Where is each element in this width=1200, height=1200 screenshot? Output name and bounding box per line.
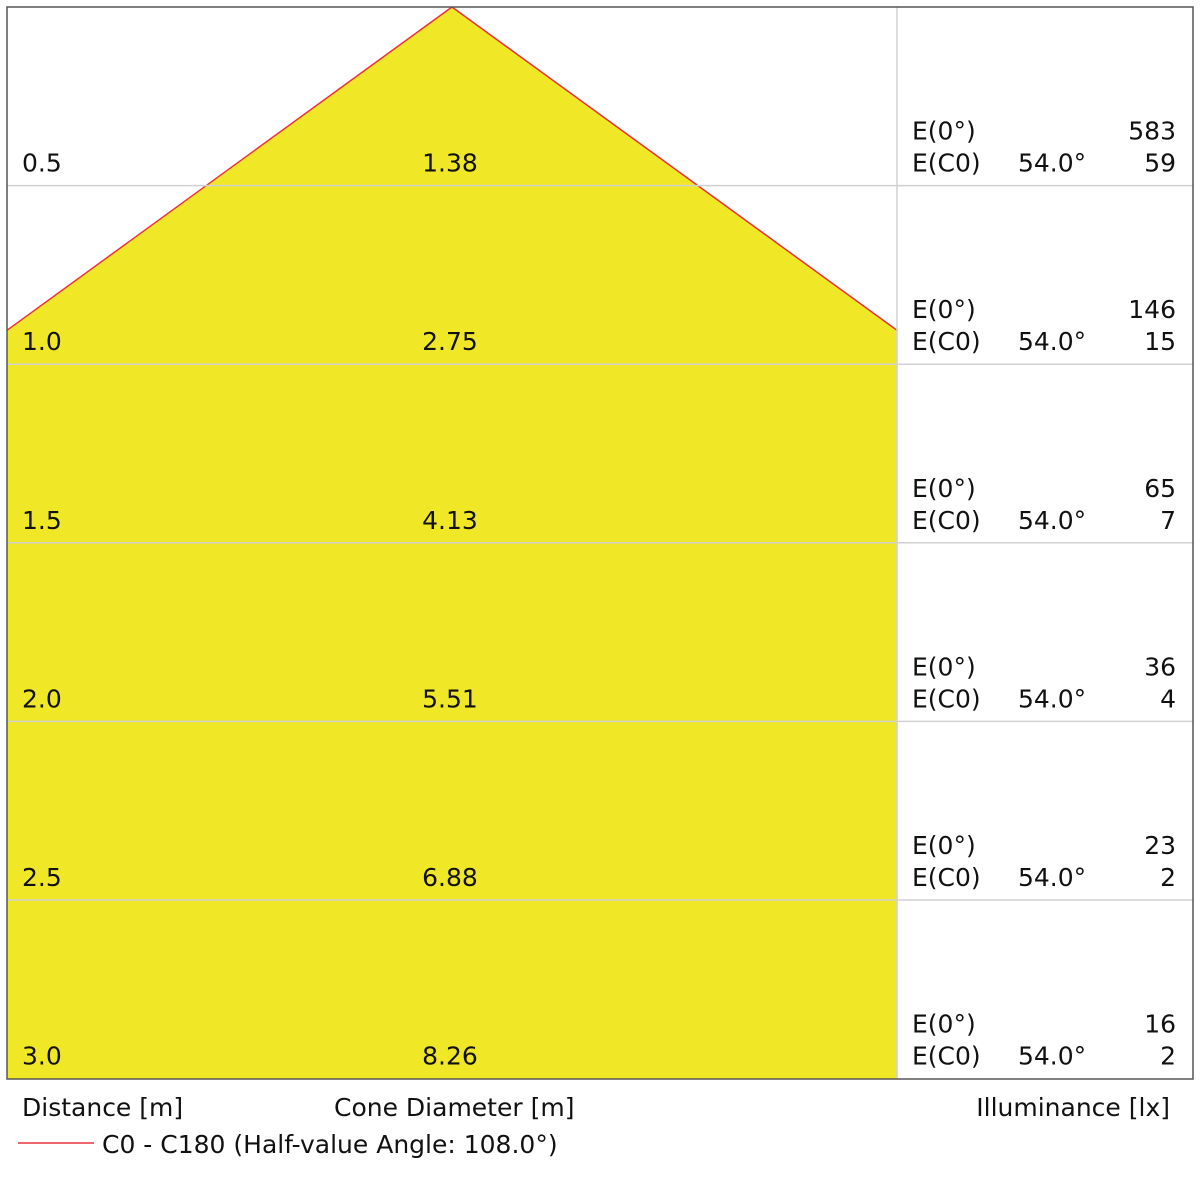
e0-value: 146	[1128, 295, 1176, 324]
e0-value: 16	[1144, 1010, 1176, 1039]
cone-diameter-label: 4.13	[422, 506, 478, 535]
cone-diameter-label: 6.88	[422, 863, 478, 892]
distance-label: 3.0	[22, 1042, 62, 1071]
ec0-value: 7	[1160, 506, 1176, 535]
diagram-frame	[6, 6, 1194, 1080]
ec0-angle: 54.0°	[1018, 149, 1086, 178]
ec0-label: E(C0)	[912, 506, 981, 535]
ec0-angle: 54.0°	[1018, 863, 1086, 892]
ec0-label: E(C0)	[912, 1042, 981, 1071]
distance-label: 2.0	[22, 684, 62, 713]
e0-value: 65	[1144, 474, 1176, 503]
grid-layer	[7, 7, 1193, 1079]
e0-label: E(0°)	[912, 1010, 976, 1039]
e0-value: 36	[1144, 652, 1176, 681]
cone-edge-right	[451, 6, 898, 331]
distance-axis-label: Distance [m]	[22, 1093, 183, 1122]
e0-label: E(0°)	[912, 295, 976, 324]
cone-row: 2.5 6.88 E(0°) 23 E(C0) 54.0° 2	[22, 831, 1176, 892]
cone-diameter-label: 2.75	[422, 327, 478, 356]
cone-diameter-label: 1.38	[422, 149, 478, 178]
cone-row: 0.5 1.38 E(0°) 583 E(C0) 54.0° 59	[22, 117, 1176, 178]
ec0-angle: 54.0°	[1018, 1042, 1086, 1071]
e0-label: E(0°)	[912, 474, 976, 503]
ec0-value: 2	[1160, 1042, 1176, 1071]
e0-label: E(0°)	[912, 117, 976, 146]
distance-label: 2.5	[22, 863, 62, 892]
ec0-value: 15	[1144, 327, 1176, 356]
distance-label: 0.5	[22, 149, 62, 178]
distance-label: 1.0	[22, 327, 62, 356]
e0-label: E(0°)	[912, 831, 976, 860]
cone-row: 1.5 4.13 E(0°) 65 E(C0) 54.0° 7	[22, 474, 1176, 535]
cone-edge-left	[6, 6, 453, 331]
cone-row: 1.0 2.75 E(0°) 146 E(C0) 54.0° 15	[22, 295, 1176, 356]
distance-label: 1.5	[22, 506, 62, 535]
ec0-value: 4	[1160, 684, 1176, 713]
cone-row: 2.0 5.51 E(0°) 36 E(C0) 54.0° 4	[22, 652, 1176, 713]
e0-value: 23	[1144, 831, 1176, 860]
ec0-value: 59	[1144, 149, 1176, 178]
e0-label: E(0°)	[912, 652, 976, 681]
cone-diameter-label: 5.51	[422, 684, 478, 713]
cone-diameter-label: 8.26	[422, 1042, 478, 1071]
ec0-label: E(C0)	[912, 684, 981, 713]
ec0-angle: 54.0°	[1018, 327, 1086, 356]
ec0-angle: 54.0°	[1018, 506, 1086, 535]
legend-label: C0 - C180 (Half-value Angle: 108.0°)	[102, 1130, 558, 1159]
ec0-label: E(C0)	[912, 863, 981, 892]
ec0-value: 2	[1160, 863, 1176, 892]
cone-row: 3.0 8.26 E(0°) 16 E(C0) 54.0° 2	[22, 1010, 1176, 1071]
diameter-axis-label: Cone Diameter [m]	[334, 1093, 574, 1122]
ec0-angle: 54.0°	[1018, 684, 1086, 713]
e0-value: 583	[1128, 117, 1176, 146]
illuminance-axis-label: Illuminance [lx]	[976, 1093, 1170, 1122]
ec0-label: E(C0)	[912, 149, 981, 178]
ec0-label: E(C0)	[912, 327, 981, 356]
